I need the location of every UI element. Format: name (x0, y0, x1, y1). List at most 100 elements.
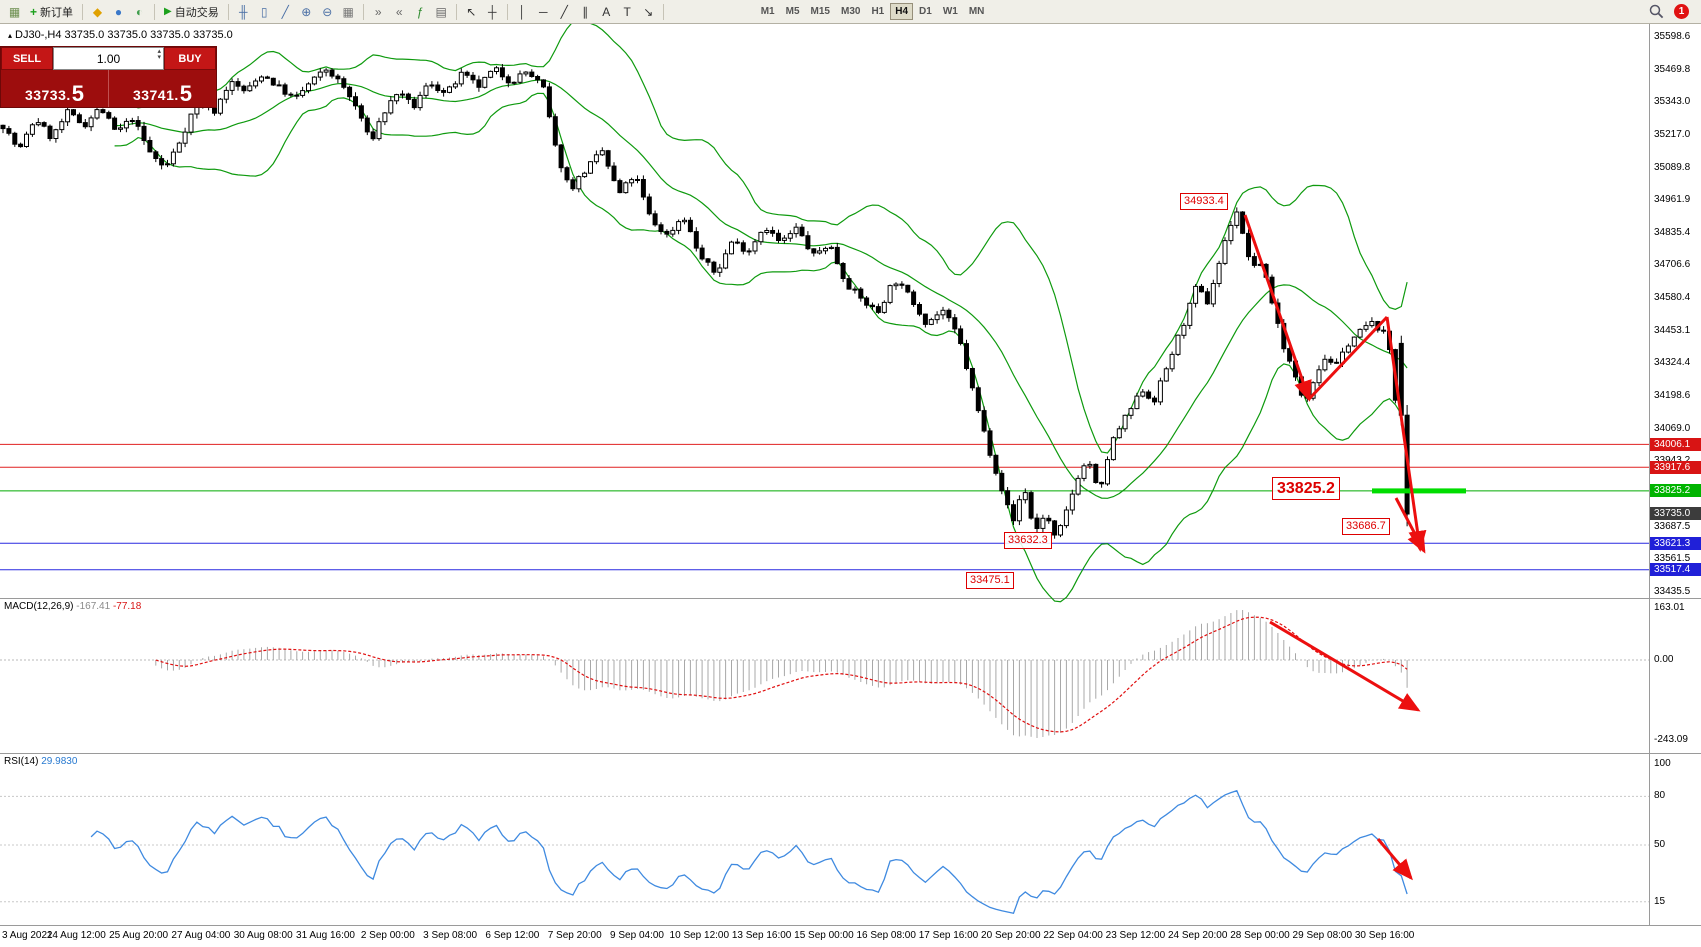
price-annotation: 33825.2 (1272, 477, 1340, 500)
buy-button[interactable]: BUY (164, 47, 216, 70)
timeframe-m30[interactable]: M30 (836, 3, 865, 20)
time-axis-label: 28 Sep 00:00 (1230, 930, 1290, 941)
zoom-in-icon[interactable]: ⊕ (296, 2, 317, 22)
community-icon[interactable]: ● (108, 2, 129, 22)
help-icon[interactable]: ◐ (129, 2, 150, 22)
y-axis-label: 34453.1 (1654, 324, 1691, 336)
vertical-line-icon[interactable]: │ (512, 2, 533, 22)
chart-shift-icon[interactable]: « (389, 2, 410, 22)
toolbar-separator (82, 3, 84, 20)
y-axis-label: 35469.8 (1654, 63, 1691, 75)
candlestick-chart-icon[interactable]: ▯ (254, 2, 275, 22)
time-axis-label: 17 Sep 16:00 (918, 930, 979, 941)
horizontal-line-icon[interactable]: ─ (533, 2, 554, 22)
timeframe-h4[interactable]: H4 (890, 3, 914, 20)
rsi-axis-label: 15 (1654, 896, 1666, 907)
auto-trading-button[interactable]: ▶ 自动交易 (159, 2, 224, 22)
macd-axis-label: 163.01 (1654, 602, 1685, 613)
axis-price-badge: 33735.0 (1650, 507, 1701, 521)
templates-icon[interactable]: ▤ (431, 2, 452, 22)
arrows-icon[interactable]: ↘ (638, 2, 659, 22)
time-axis-label: 22 Sep 04:00 (1043, 930, 1103, 941)
volume-input[interactable]: 1.00 ▴ ▾ (53, 47, 164, 70)
timeframe-m15[interactable]: M15 (806, 3, 835, 20)
cursor-icon[interactable]: ↖ (461, 2, 482, 22)
timeframe-mn[interactable]: MN (964, 3, 990, 20)
new-order-button[interactable]: + 新订单 (25, 2, 78, 22)
main-chart-panel[interactable] (0, 24, 1649, 598)
y-axis-label: 33435.5 (1654, 585, 1691, 597)
crosshair-icon[interactable]: ┼ (482, 2, 503, 22)
macd-panel[interactable] (0, 598, 1649, 753)
y-axis-label: 34069.0 (1654, 422, 1691, 434)
toolbar-separator (506, 3, 508, 20)
y-axis-label: 35598.6 (1654, 30, 1691, 42)
bar-chart-icon[interactable]: ╫ (233, 2, 254, 22)
y-axis-label: 34580.4 (1654, 292, 1691, 304)
time-axis-divider (0, 925, 1701, 926)
auto-scroll-icon[interactable]: » (368, 2, 389, 22)
tile-windows-icon[interactable]: ▦ (338, 2, 359, 22)
y-axis-label: 34706.6 (1654, 259, 1691, 271)
timeframe-w1[interactable]: W1 (938, 3, 963, 20)
y-axis-label: 35217.0 (1654, 128, 1691, 140)
one-click-trading-panel: SELL 1.00 ▴ ▾ BUY 33733. 5 33741. 5 (0, 46, 217, 108)
sell-price[interactable]: 33733. 5 (24, 81, 85, 106)
line-chart-icon[interactable]: ╱ (275, 2, 296, 22)
rsi-panel[interactable] (0, 753, 1649, 925)
label-icon[interactable]: T (617, 2, 638, 22)
volume-value: 1.00 (96, 51, 121, 66)
volume-spinner[interactable]: ▴ ▾ (157, 48, 161, 61)
panel-divider[interactable] (0, 598, 1701, 599)
time-axis-label: 23 Sep 12:00 (1105, 930, 1166, 941)
buy-price[interactable]: 33741. 5 (108, 70, 216, 107)
timeframe-h1[interactable]: H1 (866, 3, 889, 20)
timeframe-m5[interactable]: M5 (781, 3, 805, 20)
macd-main-value: -167.41 (76, 601, 111, 612)
time-axis-label: 15 Sep 00:00 (794, 930, 854, 941)
chart-window-icon[interactable]: ▦ (4, 2, 25, 22)
macd-signal-value: -77.18 (112, 601, 142, 612)
y-axis-label: 34835.4 (1654, 226, 1691, 238)
timeframe-switcher: M1 M5 M15 M30 H1 H4 D1 W1 MN (756, 3, 990, 20)
time-axis-label: 2 Sep 00:00 (360, 930, 415, 941)
rsi-axis-label: 50 (1654, 839, 1666, 850)
sell-button[interactable]: SELL (1, 47, 53, 70)
new-order-icon: + (30, 4, 38, 19)
price-annotation: 33686.7 (1342, 518, 1390, 535)
notification-badge[interactable]: 1 (1674, 4, 1689, 19)
zoom-out-icon[interactable]: ⊖ (317, 2, 338, 22)
axis-price-badge: 34006.1 (1650, 437, 1701, 451)
price-axis-line (1649, 24, 1650, 925)
time-axis-label: 3 Sep 08:00 (423, 930, 478, 941)
panel-divider[interactable] (0, 753, 1701, 754)
y-axis-label: 34198.6 (1654, 390, 1691, 402)
time-axis-label: 27 Aug 04:00 (171, 930, 231, 941)
text-icon[interactable]: A (596, 2, 617, 22)
favorites-icon[interactable]: ◆ (87, 2, 108, 22)
axis-price-badge: 33517.4 (1650, 563, 1701, 577)
macd-label: MACD(12,26,9) -167.41 -77.18 (4, 601, 142, 612)
timeframe-d1[interactable]: D1 (914, 3, 937, 20)
trendline-icon[interactable]: ╱ (554, 2, 575, 22)
axis-price-badge: 33825.2 (1650, 484, 1701, 498)
time-axis-label: 7 Sep 20:00 (547, 930, 602, 941)
time-axis-label: 31 Aug 16:00 (296, 930, 355, 941)
expand-panel-icon[interactable]: ▴ (8, 31, 13, 40)
y-axis-label: 33561.5 (1654, 553, 1691, 565)
time-axis-label: 20 Sep 20:00 (981, 930, 1041, 941)
channel-icon[interactable]: ∥ (575, 2, 596, 22)
time-axis-label: 9 Sep 04:00 (610, 930, 664, 941)
indicators-icon[interactable]: ƒ (410, 2, 431, 22)
axis-price-badge: 33917.6 (1650, 460, 1701, 474)
y-axis-label: 34961.9 (1654, 194, 1691, 206)
y-axis-label: 35089.8 (1654, 161, 1691, 173)
rsi-axis-label: 80 (1654, 790, 1666, 801)
time-axis-label: 30 Aug 08:00 (233, 930, 293, 941)
y-axis-label: 33687.5 (1654, 520, 1691, 532)
toolbar-separator (362, 3, 364, 20)
search-icon[interactable] (1646, 2, 1667, 22)
play-icon: ▶ (164, 6, 172, 17)
price-annotation: 34933.4 (1180, 193, 1228, 210)
timeframe-m1[interactable]: M1 (756, 3, 780, 20)
